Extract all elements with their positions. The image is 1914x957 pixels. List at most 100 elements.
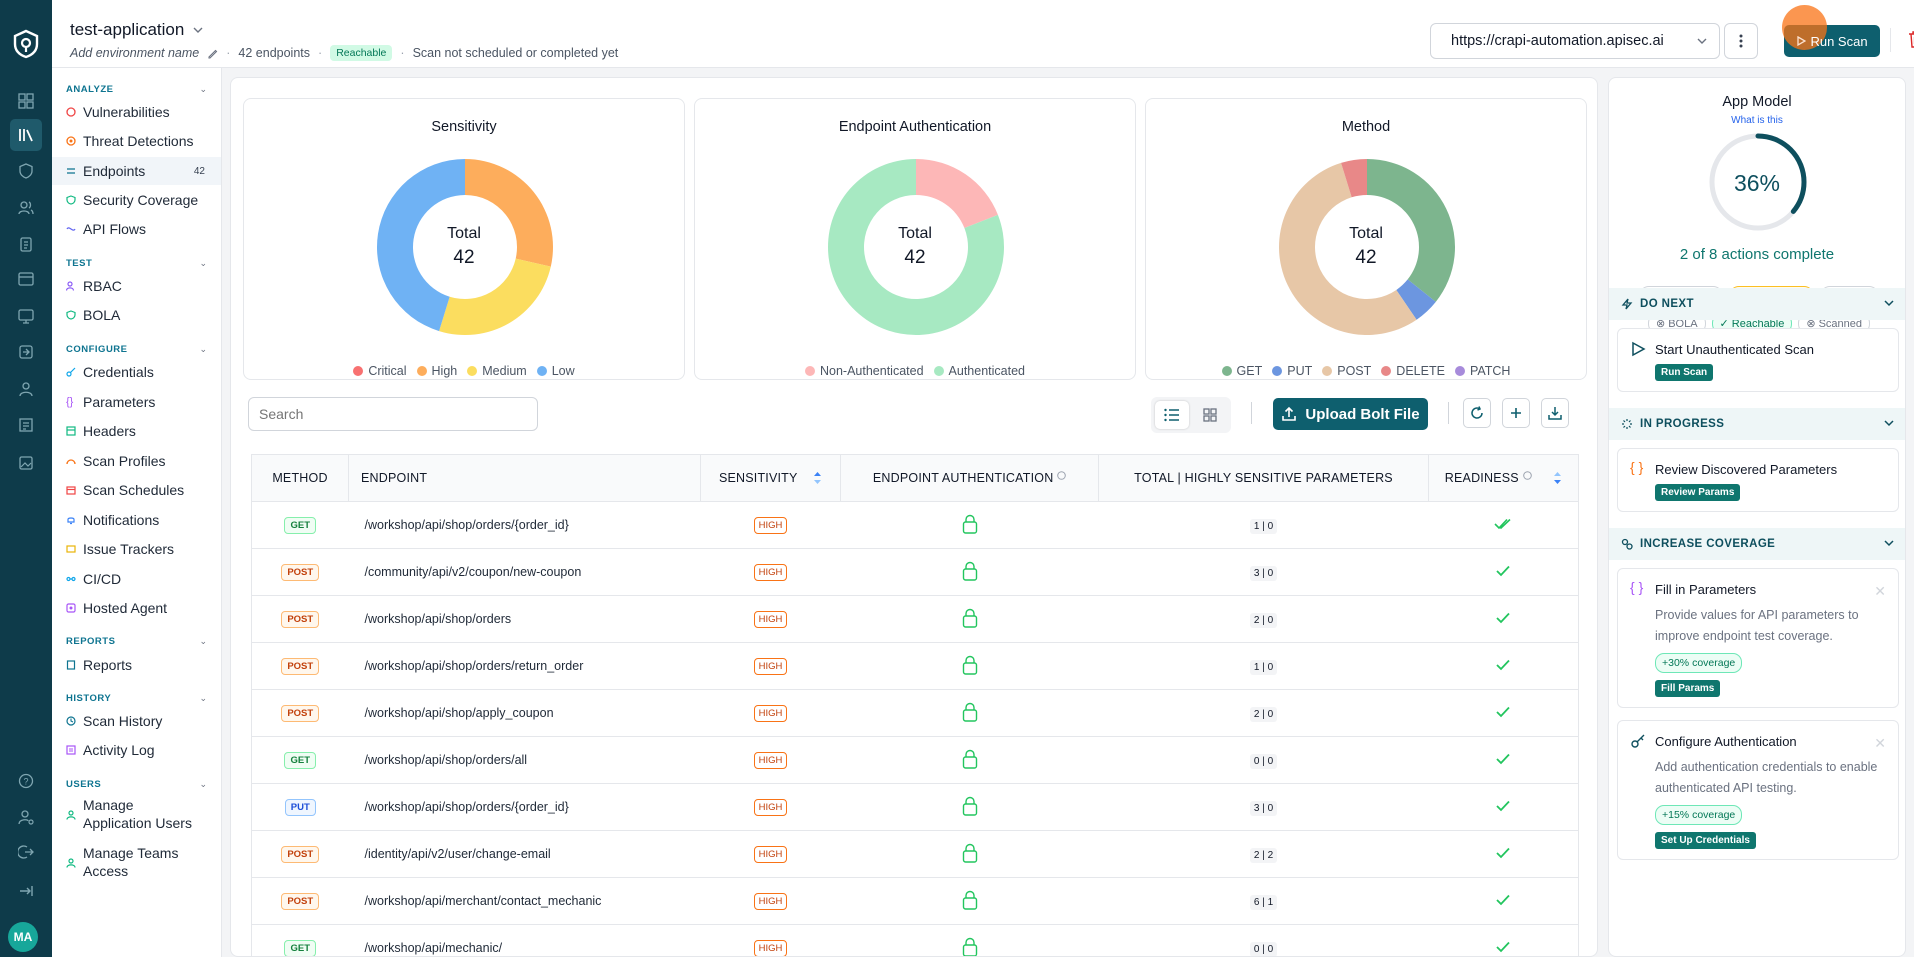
endpoint-cell[interactable]: /workshop/api/shop/orders/{order_id} [348, 501, 701, 549]
legend-item[interactable]: PUT [1272, 364, 1312, 378]
table-row[interactable]: GET/workshop/api/mechanic/HIGH 0 | 0 [251, 924, 1579, 956]
refresh-button[interactable] [1463, 398, 1491, 428]
sidebar-item-headers[interactable]: Headers [52, 417, 221, 445]
chevron-down-icon[interactable]: ⌄ [199, 693, 207, 703]
add-endpoint-button[interactable] [1502, 398, 1530, 428]
column-header-sensitivity[interactable]: SENSITIVITY [700, 454, 841, 502]
column-header-parameters[interactable]: TOTAL | HIGHLY SENSITIVE PARAMETERS [1098, 454, 1429, 502]
table-row[interactable]: POST/identity/api/v2/user/change-email HI… [251, 830, 1579, 878]
legend-item[interactable]: Critical [353, 364, 407, 378]
what-is-this-link[interactable]: What is this [1731, 115, 1783, 126]
apisec-logo-icon[interactable] [10, 28, 42, 60]
upload-bolt-file-button[interactable]: Upload Bolt File [1273, 398, 1428, 430]
sidebar-item-bola[interactable]: BOLA [52, 301, 221, 329]
legend-item[interactable]: Low [536, 364, 575, 378]
endpoint-cell[interactable]: /workshop/api/shop/orders/return_order [348, 642, 701, 690]
sidebar-item-scan-history[interactable]: Scan History [52, 707, 221, 735]
in-progress-header[interactable]: IN PROGRESS [1609, 408, 1905, 440]
increase-coverage-header[interactable]: INCREASE COVERAGE [1609, 528, 1905, 560]
legend-item[interactable]: GET [1221, 364, 1262, 378]
table-row[interactable]: PUT/workshop/api/shop/orders/{order_id} H… [251, 783, 1579, 831]
search-field[interactable] [248, 397, 538, 431]
sidebar-item-rbac[interactable]: RBAC [52, 272, 221, 300]
legend-item[interactable]: DELETE [1381, 364, 1445, 378]
grid-view-button[interactable] [1193, 401, 1227, 429]
help-icon[interactable]: ? [14, 769, 38, 793]
download-button[interactable] [1541, 398, 1569, 428]
sidebar-item-vulnerabilities[interactable]: Vulnerabilities [52, 98, 221, 126]
chevron-down-icon[interactable]: ⌄ [199, 779, 207, 789]
sidebar-item-credentials[interactable]: Credentials [52, 358, 221, 386]
legend-item[interactable]: Authenticated [933, 364, 1025, 378]
donut-slice-delete[interactable] [1341, 159, 1367, 198]
more-options-button[interactable] [1724, 23, 1758, 59]
sidebar-item-cicd[interactable]: CI/CD [52, 565, 221, 593]
report-icon[interactable] [14, 413, 38, 437]
chevron-down-icon[interactable]: ⌄ [199, 636, 207, 646]
login-icon[interactable] [14, 340, 38, 364]
sidebar-item-issue-trackers[interactable]: Issue Trackers [52, 535, 221, 563]
dashboard-icon[interactable] [14, 89, 38, 113]
environment-name-field[interactable]: Add environment name [70, 46, 200, 60]
endpoint-cell[interactable]: /workshop/api/mechanic/ [348, 924, 701, 956]
sidebar-item-reports[interactable]: Reports [52, 651, 221, 679]
trash-icon[interactable] [1908, 30, 1914, 48]
close-icon[interactable]: ✕ [1874, 735, 1886, 751]
pencil-icon[interactable] [207, 48, 218, 59]
sidebar-item-hosted-agent[interactable]: Hosted Agent [52, 594, 221, 622]
info-icon[interactable] [1057, 471, 1066, 480]
endpoint-cell[interactable]: /workshop/api/shop/orders [348, 595, 701, 643]
do-next-header[interactable]: DO NEXT [1609, 288, 1905, 320]
review-params-button[interactable]: Review Params [1655, 484, 1741, 501]
sidebar-item-endpoints[interactable]: Endpoints 42 [52, 157, 221, 185]
set-up-credentials-button[interactable]: Set Up Credentials [1655, 832, 1756, 849]
sidebar-item-security-coverage[interactable]: Security Coverage [52, 186, 221, 214]
sidebar-item-activity-log[interactable]: Activity Log [52, 736, 221, 764]
table-row[interactable]: GET/workshop/api/shop/orders/all HIGH 0 | … [251, 736, 1579, 784]
donut-slice-get[interactable] [1367, 159, 1455, 302]
list-view-button[interactable] [1155, 401, 1189, 429]
logout-icon[interactable] [14, 840, 38, 864]
sidebar-item-manage-users[interactable]: Manage Application Users [52, 796, 221, 834]
column-header-authentication[interactable]: ENDPOINT AUTHENTICATION [840, 454, 1099, 502]
donut-slice-post[interactable] [1279, 162, 1417, 335]
team-icon[interactable] [14, 377, 38, 401]
monitor-icon[interactable] [14, 304, 38, 328]
search-input[interactable] [259, 406, 499, 422]
sidebar-item-api-flows[interactable]: API Flows [52, 215, 221, 243]
legend-item[interactable]: Non-Authenticated [805, 364, 924, 378]
legend-item[interactable]: POST [1322, 364, 1371, 378]
endpoint-cell[interactable]: /identity/api/v2/user/change-email [348, 830, 701, 878]
shield-icon[interactable] [14, 159, 38, 183]
column-header-readiness[interactable]: READINESS [1428, 454, 1579, 502]
environment-url-select[interactable]: https://crapi-automation.apisec.ai [1430, 23, 1720, 59]
table-row[interactable]: GET/workshop/api/shop/orders/{order_id} H… [251, 501, 1579, 549]
chevron-down-icon[interactable]: ⌄ [199, 258, 207, 268]
table-row[interactable]: POST/workshop/api/shop/orders/return_ord… [251, 642, 1579, 690]
table-row[interactable]: POST/workshop/api/shop/apply_coupon HIGH 2… [251, 689, 1579, 737]
endpoint-cell[interactable]: /workshop/api/shop/orders/{order_id} [348, 783, 701, 831]
table-row[interactable]: POST/community/api/v2/coupon/new-coupon H… [251, 548, 1579, 596]
browser-icon[interactable] [14, 267, 38, 291]
sidebar-item-threat-detections[interactable]: Threat Detections [52, 127, 221, 155]
chevron-down-icon[interactable]: ⌄ [199, 84, 207, 94]
sort-icon[interactable] [1553, 471, 1562, 485]
close-icon[interactable]: ✕ [1874, 583, 1886, 599]
run-scan-button[interactable]: Run Scan [1782, 5, 1880, 57]
sidebar-item-scan-schedules[interactable]: Scan Schedules [52, 476, 221, 504]
sidebar-item-parameters[interactable]: {} Parameters [52, 388, 221, 416]
table-row[interactable]: POST/workshop/api/merchant/contact_mecha… [251, 877, 1579, 925]
donut-slice-authenticated[interactable] [828, 159, 1004, 335]
clipboard-icon[interactable] [14, 232, 38, 256]
run-scan-task-button[interactable]: Run Scan [1655, 364, 1714, 381]
users-icon[interactable] [14, 196, 38, 220]
sidebar-item-notifications[interactable]: Notifications [52, 506, 221, 534]
column-header-endpoint[interactable]: ENDPOINT [348, 454, 701, 502]
collapse-sidebar-icon[interactable] [14, 879, 38, 903]
donut-slice-low[interactable] [377, 159, 465, 332]
legend-item[interactable]: High [416, 364, 457, 378]
sidebar-item-manage-teams[interactable]: Manage Teams Access [52, 844, 221, 882]
sort-icon[interactable] [813, 471, 822, 485]
sidebar-item-scan-profiles[interactable]: Scan Profiles [52, 447, 221, 475]
legend-item[interactable]: PATCH [1454, 364, 1510, 378]
